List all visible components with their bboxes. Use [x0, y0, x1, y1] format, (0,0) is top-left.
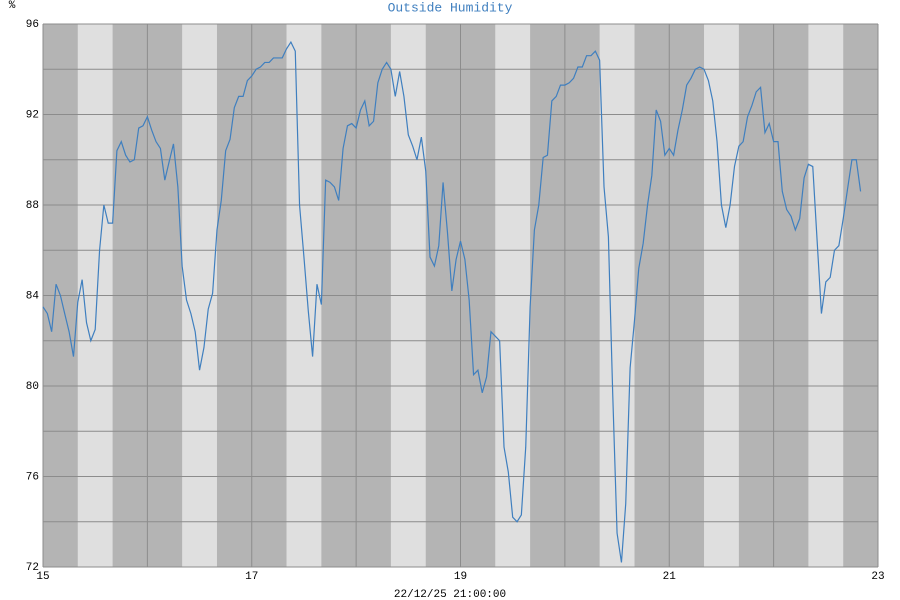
x-tick-label: 19	[454, 571, 467, 583]
y-tick-label: 72	[26, 562, 39, 574]
x-tick-label: 17	[245, 571, 258, 583]
y-tick-label: 88	[26, 200, 39, 212]
plot-lines	[42, 40, 862, 563]
x-tick-label: 23	[871, 571, 884, 583]
y-tick-label: 84	[26, 290, 40, 302]
y-tick-label: 76	[26, 471, 39, 483]
data-line	[42, 40, 862, 563]
grid	[42, 23, 879, 568]
chart-title: Outside Humidity	[388, 0, 513, 15]
y-tick-label: 80	[26, 381, 39, 393]
x-tick-label: 21	[663, 571, 677, 583]
x-tick-label: 15	[36, 571, 49, 583]
y-tick-label: 96	[26, 19, 39, 31]
y-tick-label: 92	[26, 109, 39, 121]
y-unit: %	[9, 0, 16, 12]
x-axis-label: 22/12/25 21:00:00	[394, 589, 506, 600]
